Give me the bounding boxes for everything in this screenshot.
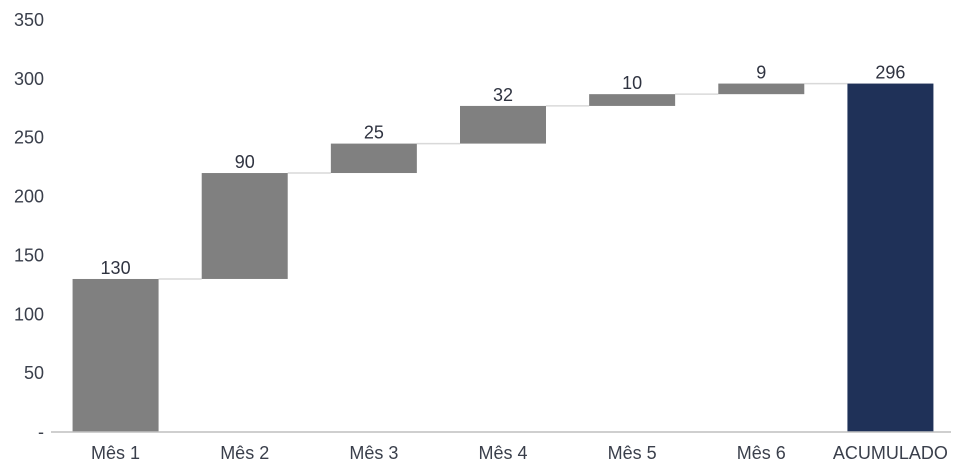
data-label: 9 — [756, 63, 766, 83]
y-tick-label: - — [38, 422, 44, 442]
y-tick-label: 150 — [14, 245, 44, 265]
category-label: Mês 2 — [220, 443, 269, 462]
data-label: 130 — [101, 258, 131, 278]
category-label: Mês 3 — [349, 443, 398, 462]
y-axis: - 50 100 150 200 250 300 350 — [14, 10, 44, 442]
data-label: 296 — [875, 63, 905, 83]
category-label: Mês 5 — [608, 443, 657, 462]
data-label: 90 — [235, 152, 255, 172]
y-tick-label: 200 — [14, 187, 44, 207]
y-tick-label: 100 — [14, 304, 44, 324]
increment-bar — [718, 83, 805, 95]
data-label: 32 — [493, 85, 513, 105]
bars — [72, 83, 934, 433]
x-axis: Mês 1 Mês 2 Mês 3 Mês 4 Mês 5 Mês 6 ACUMULADO — [51, 431, 951, 462]
increment-bar — [589, 94, 676, 106]
total-bar — [847, 83, 934, 433]
data-label: 25 — [364, 123, 384, 143]
increment-bar — [460, 105, 546, 144]
y-tick-label: 250 — [14, 128, 44, 148]
category-label: Mês 6 — [737, 443, 786, 462]
increment-bar — [330, 143, 417, 174]
increment-bar — [201, 173, 288, 279]
data-label: 10 — [622, 73, 642, 93]
y-tick-label: 300 — [14, 69, 44, 89]
category-label: Mês 4 — [478, 443, 527, 462]
connector-lines — [158, 82, 848, 280]
increment-bar — [72, 278, 159, 432]
y-tick-label: 50 — [24, 363, 44, 383]
y-tick-label: 350 — [14, 10, 44, 30]
category-label: Mês 1 — [91, 443, 140, 462]
category-label: ACUMULADO — [833, 443, 948, 462]
data-labels: 130 90 25 32 10 9 296 — [101, 63, 906, 278]
